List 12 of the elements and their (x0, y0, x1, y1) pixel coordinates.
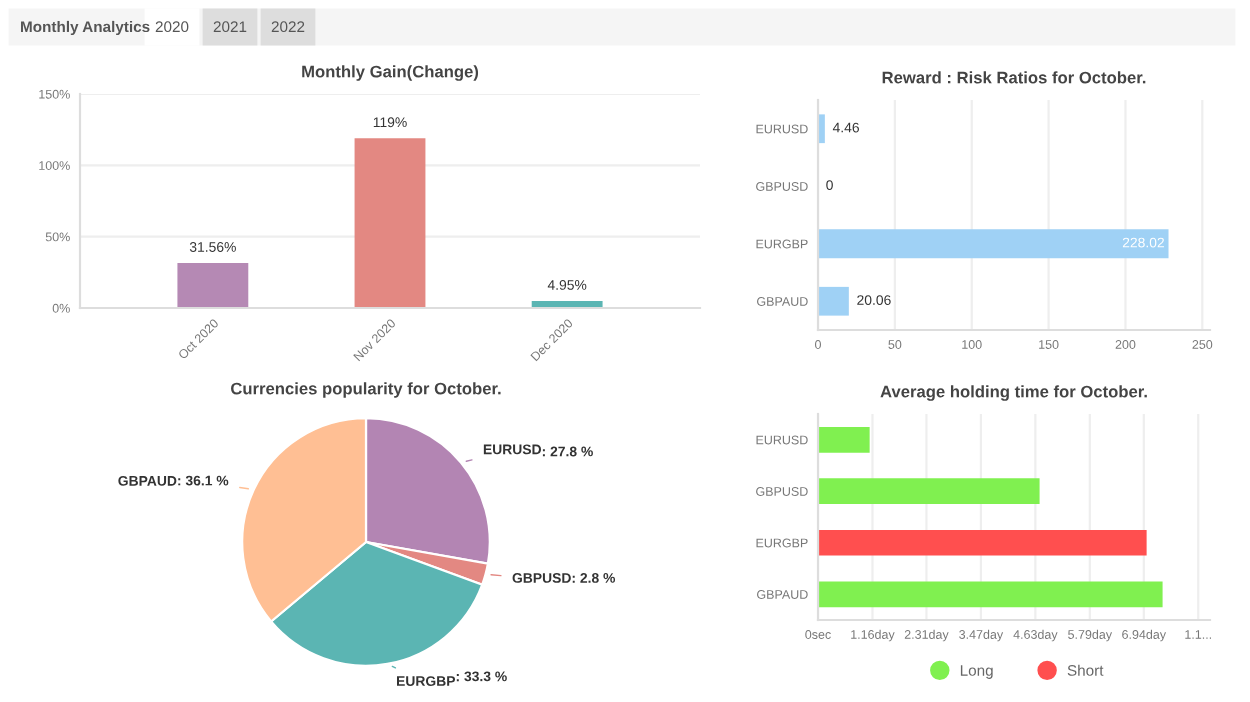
chart-title: Monthly Gain(Change) (302, 65, 479, 81)
chart-title: Currencies popularity for October. (231, 382, 501, 398)
bar (818, 426, 870, 453)
chart-title: Reward : Risk Ratios for October. (882, 71, 1146, 84)
bar (818, 286, 849, 316)
bar (818, 581, 1163, 608)
bar (818, 529, 1147, 556)
bar (818, 229, 1169, 259)
chart-title: Average holding time for October. (880, 385, 1147, 401)
bar (177, 262, 249, 308)
bar (354, 138, 426, 308)
bar (818, 478, 1040, 505)
